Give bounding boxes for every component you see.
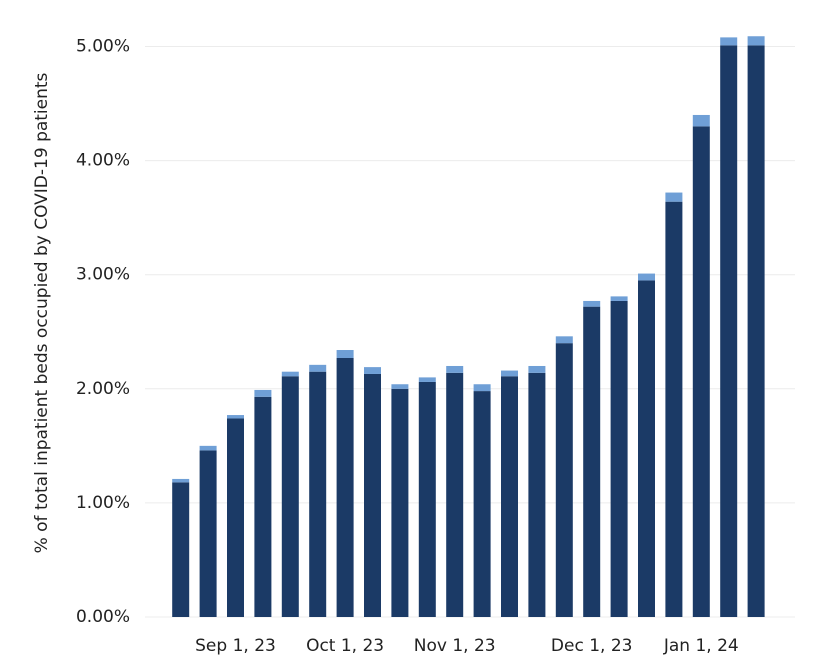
bar-segment	[747, 36, 765, 46]
y-axis-label: % of total inpatient beds occupied by CO…	[32, 72, 52, 553]
x-tick-label: Nov 1, 23	[414, 636, 496, 656]
bar-segment	[281, 376, 299, 617]
bar-segment	[199, 445, 217, 451]
y-tick-label: 5.00%	[76, 37, 130, 57]
bar-segment	[309, 364, 327, 372]
bar-segment	[309, 371, 327, 617]
bar-segment	[638, 280, 655, 617]
bar-segment	[391, 388, 409, 617]
y-tick-label: 2.00%	[76, 379, 130, 399]
bar-segment	[336, 357, 354, 617]
bar-segment	[583, 306, 601, 617]
bar-segment	[336, 350, 354, 358]
bar-segment	[610, 300, 628, 617]
bar-segment	[610, 296, 628, 301]
bar-segment	[583, 300, 601, 307]
x-tick-label: Jan 1, 24	[663, 636, 739, 656]
x-tick-label: Sep 1, 23	[195, 636, 276, 656]
bar-segment	[665, 201, 683, 617]
bar-segment	[364, 373, 381, 617]
bar-segment	[281, 371, 299, 377]
bar-segment	[473, 391, 491, 617]
y-tick-label: 4.00%	[76, 151, 130, 171]
bar-segment	[364, 367, 381, 374]
bar-segment	[254, 389, 272, 397]
y-tick-label: 1.00%	[76, 493, 130, 513]
bar-segment	[227, 418, 244, 617]
bar-segment	[501, 370, 518, 377]
bar-segment	[227, 415, 244, 419]
bar-segment	[692, 126, 710, 617]
x-tick-label: Dec 1, 23	[551, 636, 633, 656]
bar-segment	[501, 376, 518, 617]
bar-segment	[528, 365, 546, 373]
bar-segment	[665, 192, 683, 202]
bar-segment	[446, 372, 464, 617]
x-tick-label: Oct 1, 23	[306, 636, 384, 656]
bar-segment	[638, 273, 655, 281]
bar-segment	[555, 343, 573, 617]
bar-segment	[555, 336, 573, 344]
bar-segment	[254, 396, 272, 617]
bar-segment	[446, 365, 464, 373]
bar-segment	[172, 482, 190, 617]
bar-segment	[720, 37, 738, 46]
bar-segment	[720, 45, 738, 617]
bar-segment	[473, 384, 491, 392]
y-tick-label: 3.00%	[76, 265, 130, 285]
bar-segment	[528, 372, 546, 617]
bar-segment	[747, 45, 765, 617]
bar-segment	[172, 478, 190, 483]
bar-segment	[391, 384, 409, 389]
bar-segment	[199, 450, 217, 617]
bar-segment	[418, 377, 436, 382]
y-tick-label: 0.00%	[76, 607, 130, 627]
bar-segment	[418, 381, 436, 617]
bar-segment	[692, 114, 710, 127]
